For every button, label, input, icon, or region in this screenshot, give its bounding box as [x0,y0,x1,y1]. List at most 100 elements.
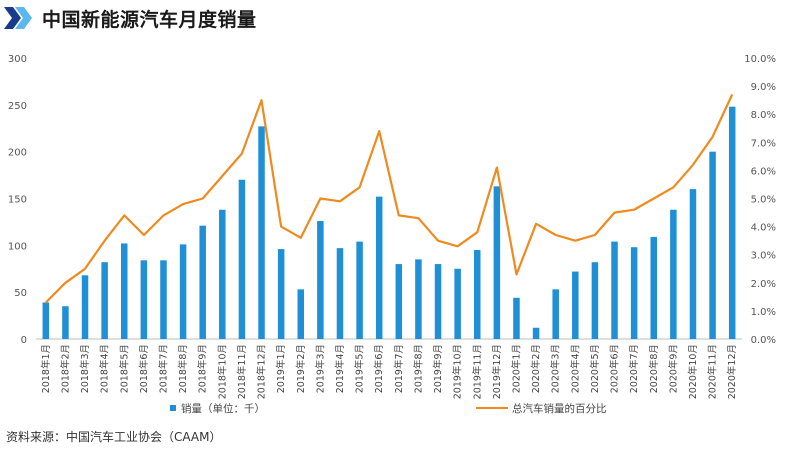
category-label: 2019年3月 [314,344,326,393]
category-label: 2019年9月 [432,344,444,393]
category-label: 2020年10月 [687,344,699,399]
category-label: 2019年5月 [354,344,366,393]
y-axis-right: 0.0% 1.0% 2.0% 3.0% 4.0% 5.0% 6.0% 7.0% 8.0% 9.0%… [744,54,776,346]
bar [474,250,481,339]
y-tick-left: 100 [8,241,27,252]
bar [728,106,736,339]
bar [591,262,599,339]
line-series [45,94,734,304]
y-tick-right: 10.0% [744,54,776,65]
category-label: 2019年2月 [295,344,307,393]
category-label: 2020年2月 [530,344,542,393]
bar [42,302,50,339]
y-tick-right: 6.0% [751,166,776,177]
bar [454,268,461,339]
x-axis-categories: 2018年1月 2018年2月 2018年3月 2018年4月 2018年5月 2018年… [40,344,738,399]
category-label: 2019年7月 [393,344,405,393]
category-label: 2019年8月 [412,344,424,393]
y-tick-right: 0.0% [751,335,776,346]
category-label: 2018年6月 [138,344,150,393]
logo-chevron-dark [4,7,21,29]
bar [434,264,442,339]
chevron-logo-icon [4,7,32,29]
bar [238,179,246,339]
y-tick-left: 50 [14,288,27,299]
category-label: 2020年12月 [726,344,738,399]
category-label: 2019年11月 [471,344,483,399]
bar [297,289,304,339]
bar [689,189,697,339]
bar [395,264,403,339]
category-label: 2019年1月 [275,344,287,393]
legend-line-label: 总汽车销量的百分比 [512,402,607,415]
category-label: 2020年6月 [609,344,621,393]
bar [356,241,363,339]
bar [572,271,579,339]
category-label: 2019年6月 [373,344,385,393]
bar [160,260,167,339]
y-tick-right: 3.0% [751,251,776,262]
category-label: 2018年7月 [158,344,170,393]
y-tick-right: 9.0% [751,82,776,93]
y-tick-left: 200 [8,148,27,159]
bar [140,260,148,339]
y-axis-left: 0 50 100 150 200 250 300 [8,54,27,346]
bar [611,241,618,339]
bar-series [42,106,736,339]
legend-bar-label: 销量（单位：千） [181,402,265,415]
category-label: 2020年11月 [707,344,719,399]
category-label: 2019年4月 [334,344,346,393]
bar [317,220,324,339]
page-title: 中国新能源汽车月度销量 [42,9,257,31]
bar [650,236,657,339]
bar [630,247,638,339]
bar [62,306,69,339]
bar [709,151,716,339]
category-label: 2018年10月 [216,344,228,399]
bar [532,327,540,339]
category-label: 2020年4月 [569,344,581,393]
y-tick-right: 2.0% [751,279,776,290]
source-note: 资料来源：中国汽车工业协会（CAAM） [6,430,222,444]
category-label: 2020年3月 [550,344,562,393]
bar [219,209,226,339]
bar [670,209,677,339]
category-label: 2019年10月 [452,344,464,399]
category-label: 2020年5月 [589,344,601,393]
y-tick-right: 5.0% [751,195,776,206]
bar [552,289,559,339]
bar [121,243,128,339]
percent-line [45,94,734,304]
bar [101,262,108,339]
category-label: 2018年5月 [118,344,130,393]
category-label: 2020年8月 [648,344,660,393]
category-label: 2019年12月 [491,344,503,399]
y-tick-right: 8.0% [751,110,776,121]
category-label: 2018年12月 [256,344,268,399]
category-label: 2018年11月 [236,344,248,399]
category-label: 2020年9月 [667,344,679,393]
bar [415,259,422,339]
logo-chevron-light [15,7,32,29]
category-label: 2018年4月 [99,344,111,393]
category-label: 2018年3月 [79,344,91,393]
bar [199,225,206,339]
header: 中国新能源汽车月度销量 [0,0,800,36]
legend: 销量（单位：千） 总汽车销量的百分比 [170,402,607,415]
y-tick-left: 300 [8,54,27,65]
bar [375,196,383,339]
category-label: 2020年1月 [511,344,523,393]
y-tick-right: 7.0% [751,138,776,149]
bar [493,186,501,339]
y-tick-left: 250 [8,101,27,112]
category-label: 2018年2月 [59,344,71,393]
y-tick-left: 0 [21,335,27,346]
legend-bar-swatch [170,405,176,411]
y-tick-right: 1.0% [751,307,776,318]
bar [258,126,265,339]
category-label: 2018年1月 [40,344,52,393]
bar [179,244,187,339]
category-label: 2018年9月 [197,344,209,393]
category-label: 2020年7月 [628,344,640,393]
